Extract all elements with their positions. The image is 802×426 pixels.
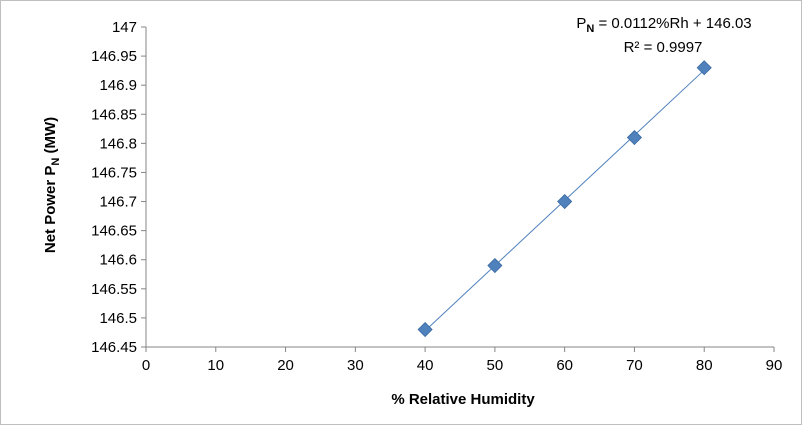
data-point <box>417 321 433 338</box>
x-tick-label: 40 <box>417 357 434 374</box>
y-tick-label: 146.95 <box>91 48 137 65</box>
equation-body: = 0.0112%Rh + 146.03 <box>594 15 751 32</box>
x-axis-title: % Relative Humidity <box>391 391 535 408</box>
y-tick-label: 147 <box>112 19 137 36</box>
trendline-equation: PN = 0.0112%Rh + 146.03 <box>576 15 751 35</box>
y-tick-label: 146.7 <box>99 194 137 211</box>
y-tick-label: 146.5 <box>99 310 137 327</box>
x-tick-label: 70 <box>626 357 643 374</box>
y-axis-title-subscript: N <box>50 158 62 166</box>
r-squared-label: R² = 0.9997 <box>624 39 703 56</box>
data-point <box>557 193 573 210</box>
equation-symbol: P <box>576 15 586 32</box>
x-tick-label: 30 <box>347 357 364 374</box>
y-tick-label: 146.85 <box>91 106 137 123</box>
y-axis-title-unit: (MW) <box>42 117 59 158</box>
data-point <box>487 257 503 274</box>
y-tick-labels: 146.45 146.5 146.55 146.6 146.65 146.7 146.75 1… <box>91 19 146 356</box>
y-tick-label: 146.55 <box>91 281 137 298</box>
x-tick-label: 0 <box>142 357 150 374</box>
y-tick-label: 146.8 <box>99 135 137 152</box>
y-axis-title: Net Power PN (MW) <box>42 117 62 253</box>
y-tick-label: 146.75 <box>91 164 137 181</box>
data-point <box>696 60 712 76</box>
y-tick-label: 146.6 <box>99 252 137 269</box>
x-tick-label: 60 <box>556 357 573 374</box>
axes <box>145 27 774 348</box>
y-tick-label: 146.65 <box>91 223 137 240</box>
y-axis-title-main: Net Power P <box>42 166 59 254</box>
data-point <box>626 129 643 146</box>
equation-subscript: N <box>586 23 594 35</box>
y-tick-label: 146.9 <box>99 77 137 94</box>
x-tick-label: 80 <box>696 357 713 374</box>
x-tick-label: 20 <box>277 357 294 374</box>
x-tick-label: 90 <box>766 357 783 374</box>
x-tick-labels: 0 10 20 30 40 50 60 70 80 90 <box>142 347 783 374</box>
x-tick-label: 10 <box>207 357 224 374</box>
y-tick-label: 146.45 <box>91 339 137 356</box>
data-points <box>417 60 712 338</box>
x-tick-label: 50 <box>487 357 504 374</box>
